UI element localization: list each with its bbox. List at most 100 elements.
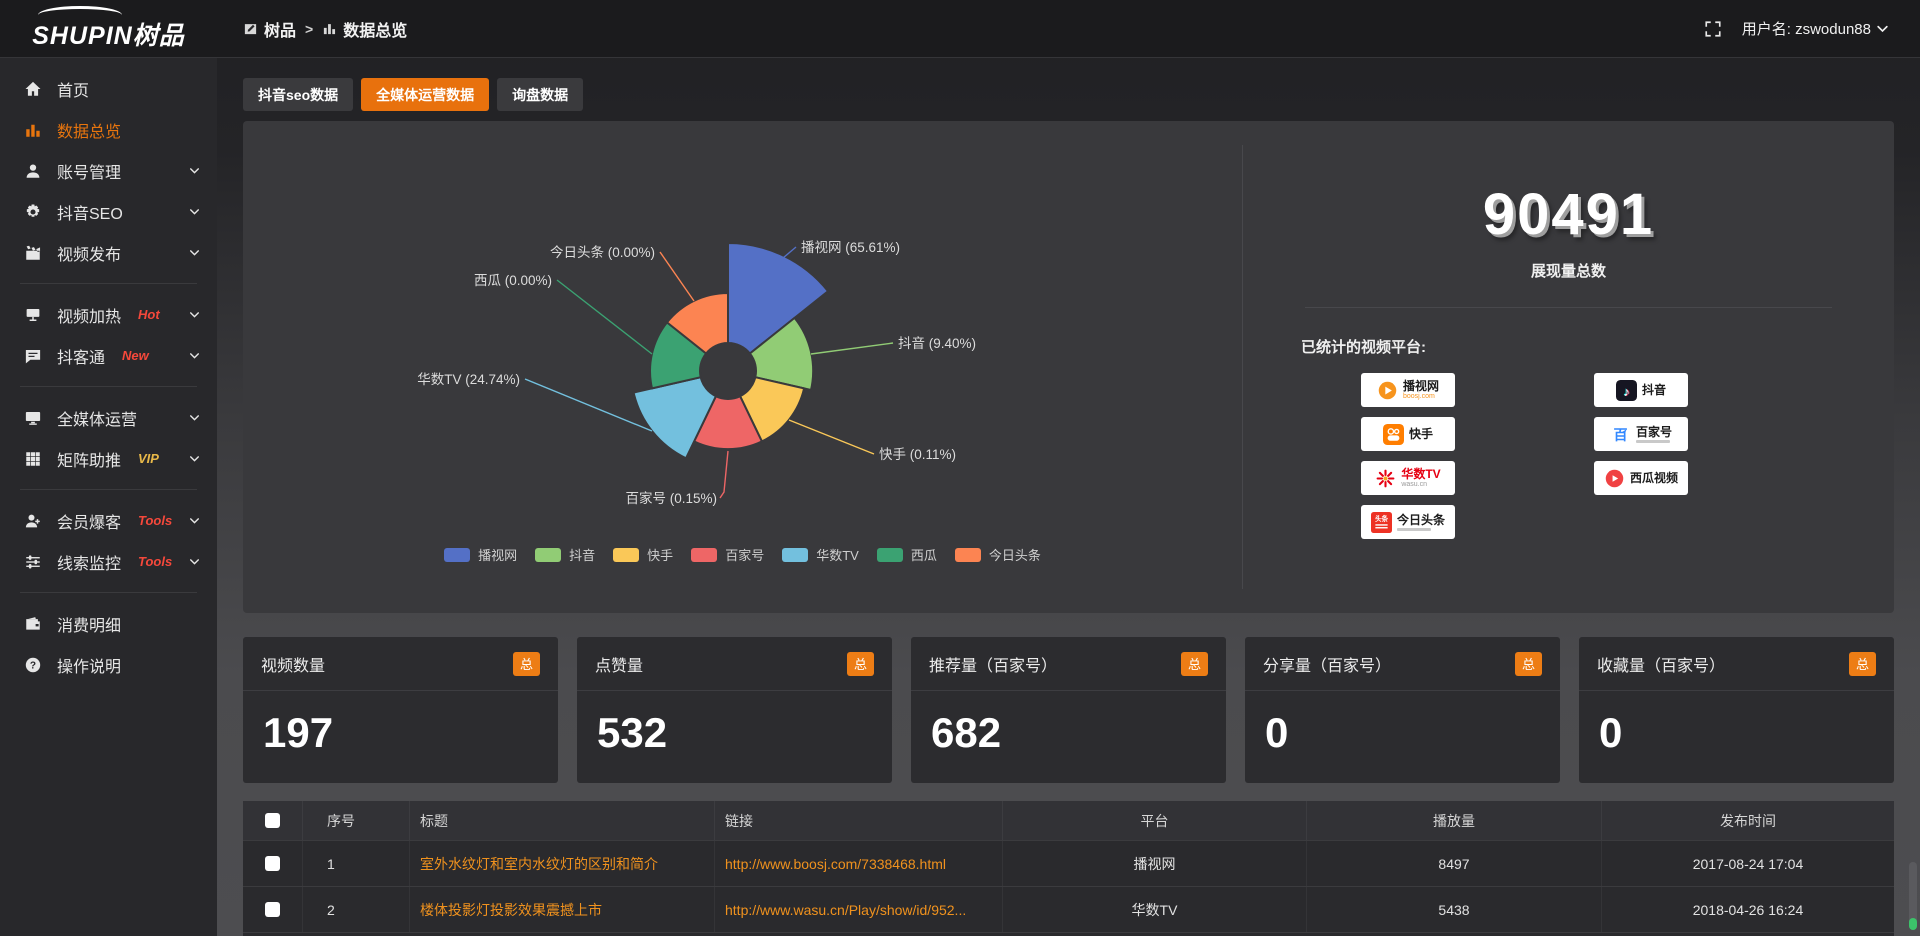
platform-slogan-stub [1396, 527, 1431, 531]
sidebar-item-视频发布[interactable]: 视频发布 [0, 232, 217, 273]
pie-label-播视网: 播视网 (65.61%) [801, 240, 900, 255]
stat-card-title: 分享量（百家号） [1263, 657, 1392, 675]
summary-area: 90491 展现量总数 已统计的视频平台: 播视网 boosj.com ♪ ♪ ♪ 抖音快… [1242, 145, 1894, 589]
total-badge: 总 [513, 651, 540, 676]
sidebar-item-会员爆客[interactable]: 会员爆客 Tools [0, 500, 217, 541]
legend-item-抖音[interactable]: 抖音 [535, 545, 595, 564]
total-impressions-label: 展现量总数 [1530, 263, 1606, 280]
sidebar-item-首页[interactable]: 首页 [0, 68, 217, 109]
tab-抖音seo数据[interactable]: 抖音seo数据 [243, 78, 354, 111]
total-badge: 总 [1849, 651, 1876, 676]
pie-label-百家号: 百家号 (0.15%) [625, 490, 717, 506]
platforms-label: 已统计的视频平台: [1301, 339, 1426, 356]
column-header-播放量: 播放量 [1307, 801, 1602, 840]
stat-card-value: 682 [931, 709, 1002, 756]
table-row: 1 室外水纹灯和室内水纹灯的区别和简介 http://www.boosj.com/7… [243, 841, 1894, 887]
legend-item-百家号[interactable]: 百家号 [691, 545, 764, 564]
sidebar-badge-New: New [122, 348, 149, 363]
sidebar-item-label: 抖客通 [57, 349, 106, 367]
tab-全媒体运营数据[interactable]: 全媒体运营数据 [361, 78, 490, 111]
total-badge: 总 [1515, 651, 1542, 676]
sidebar-badge-Tools: Tools [138, 513, 173, 528]
column-header-标题: 标题 [410, 801, 715, 840]
cell-index: 1 [303, 841, 410, 886]
stat-card-header: 视频数量 总 [243, 637, 558, 691]
stat-card-value: 0 [1599, 709, 1623, 756]
platform-badge-西瓜视频: 西瓜视频 [1594, 461, 1688, 495]
legend-label: 播视网 [478, 548, 518, 563]
cell-url-link[interactable]: http://www.wasu.cn/Play/show/id/952... [715, 887, 1003, 932]
legend-item-华数TV[interactable]: 华数TV [782, 545, 859, 564]
cell-title-link[interactable]: 楼体投影灯投影效果震撼上市 [410, 887, 715, 932]
chevron-down-icon [188, 246, 201, 259]
monitor-icon [24, 409, 42, 427]
comment-icon [24, 347, 42, 365]
svg-text:?: ? [30, 660, 36, 671]
clapper-icon [24, 244, 42, 262]
pie-slice-今日头条[interactable] [665, 291, 729, 355]
douyin-logo-icon: ♪ ♪ ♪ [1615, 379, 1637, 401]
breadcrumb-current-label: 数据总览 [343, 22, 408, 40]
cell-url-link[interactable]: http://www.boosj.com/7338468.html [715, 841, 1003, 886]
row-checkbox[interactable] [265, 902, 280, 917]
logo-text: SHUPIN树品 [32, 21, 185, 50]
legend-item-今日头条[interactable]: 今日头条 [954, 545, 1041, 564]
logo-arc [37, 5, 122, 15]
table-row: 2 楼体投影灯投影效果震撼上市 http://www.wasu.cn/Play/sh… [243, 887, 1894, 933]
cell-title-link[interactable]: 室外水纹灯和室内水纹灯的区别和简介 [410, 841, 715, 886]
sidebar-item-线索监控[interactable]: 线索监控 Tools [0, 541, 217, 582]
scrollbar-thumb[interactable] [1909, 862, 1917, 930]
sidebar-item-数据总览[interactable]: 数据总览 [0, 109, 217, 150]
platform-slogan-stub [1635, 439, 1670, 443]
stat-card-title: 推荐量（百家号） [929, 657, 1058, 675]
pie-slice-华数TV[interactable] [632, 376, 718, 460]
table-header-row: 序号 标题 链接 平台 播放量 发布时间 [243, 801, 1894, 841]
topbar: SHUPIN树品 树品 > 数据总览 用户名: zswodun88 [0, 0, 1920, 58]
chevron-down-icon [188, 514, 201, 527]
sidebar: 首页 数据总览账号管理抖音SEO 视频发布视频加热 Hot 抖客通 New 全媒体运营 矩阵助… [0, 58, 217, 936]
sidebar-item-矩阵助推[interactable]: 矩阵助推 VIP [0, 438, 217, 479]
pie-slice-播视网[interactable] [727, 241, 830, 355]
legend-item-播视网[interactable]: 播视网 [444, 545, 517, 564]
chevron-down-icon [188, 205, 201, 218]
user-menu[interactable]: 用户名: zswodun88 [1742, 18, 1890, 39]
tab-询盘数据[interactable]: 询盘数据 [497, 78, 584, 111]
sidebar-item-消费明细[interactable]: 消费明细 [0, 603, 217, 644]
sidebar-item-抖客通[interactable]: 抖客通 New [0, 335, 217, 376]
sidebar-item-视频加热[interactable]: 视频加热 Hot [0, 294, 217, 335]
sidebar-item-label: 操作说明 [57, 658, 122, 676]
sidebar-item-操作说明[interactable]: ? 操作说明 [0, 644, 217, 685]
sidebar-item-label: 抖音SEO [57, 205, 123, 223]
platform-subtext: wasu.cn [1401, 481, 1428, 488]
cell-published: 2017-08-24 17:04 [1692, 855, 1804, 872]
total-badge: 总 [1181, 651, 1208, 676]
platform-subtext: boosj.com [1402, 393, 1435, 400]
select-all-checkbox[interactable] [265, 813, 280, 828]
legend-item-西瓜[interactable]: 西瓜 [876, 545, 937, 564]
pie-slice-抖音[interactable] [748, 316, 815, 392]
sidebar-item-全媒体运营[interactable]: 全媒体运营 [0, 397, 217, 438]
pie-label-line [524, 378, 653, 432]
platform-badge-抖音: ♪ ♪ ♪ 抖音 [1594, 373, 1688, 407]
fullscreen-icon[interactable] [1704, 20, 1722, 38]
column-header-链接: 链接 [715, 801, 1003, 840]
sidebar-item-label: 账号管理 [57, 164, 122, 182]
gear-icon [24, 203, 42, 221]
stat-card-value: 532 [597, 709, 668, 756]
tab-bar: 抖音seo数据 全媒体运营数据 询盘数据 [243, 78, 1920, 111]
stat-card-分享量（百家号）: 分享量（百家号） 总 0 [1245, 637, 1560, 783]
row-checkbox[interactable] [265, 856, 280, 871]
breadcrumb-root[interactable]: 树品 [243, 17, 296, 41]
edit-square-icon [243, 21, 258, 36]
stat-card-title: 视频数量 [261, 657, 326, 675]
stat-card-点赞量: 点赞量 总 532 [577, 637, 892, 783]
legend-item-快手[interactable]: 快手 [613, 545, 673, 564]
sidebar-item-抖音SEO[interactable]: 抖音SEO [0, 191, 217, 232]
stat-card-推荐量（百家号）: 推荐量（百家号） 总 682 [911, 637, 1226, 783]
legend-label: 快手 [647, 548, 674, 563]
wasu-logo-icon [1375, 468, 1396, 489]
sidebar-item-账号管理[interactable]: 账号管理 [0, 150, 217, 191]
home-icon [24, 80, 42, 98]
breadcrumb-current[interactable]: 数据总览 [322, 17, 407, 41]
